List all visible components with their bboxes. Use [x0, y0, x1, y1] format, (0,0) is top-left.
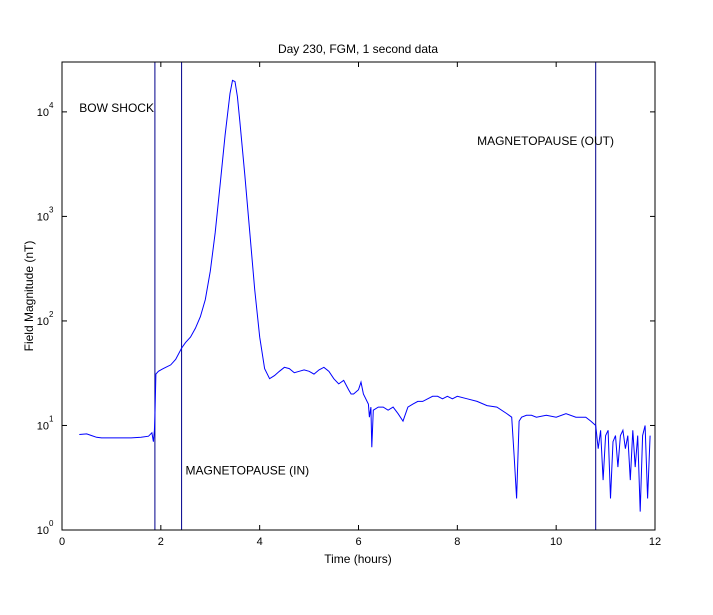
chart-title: Day 230, FGM, 1 second data: [278, 42, 438, 56]
y-tick-exponent: 1: [49, 414, 54, 423]
annotations: BOW SHOCK MAGNETOPAUSE (IN) MAGNETOPAUSE (…: [79, 101, 614, 478]
annotation-label: MAGNETOPAUSE (IN): [186, 463, 310, 477]
y-tick-exponent: 3: [49, 205, 54, 214]
x-axis-label: Time (hours): [324, 552, 392, 566]
x-tick-label: 2: [158, 536, 164, 548]
y-tick-label: 10: [37, 211, 49, 223]
x-tick-label: 0: [59, 536, 65, 548]
y-tick-label: 10: [37, 107, 49, 119]
x-tick-label: 10: [550, 536, 562, 548]
event-lines: [154, 62, 597, 530]
series-line: [79, 79, 651, 512]
y-axis-label: Field Magnitude (nT): [22, 241, 36, 352]
y-tick-exponent: 4: [49, 101, 54, 110]
y-tick-label: 10: [37, 420, 49, 432]
y-tick-exponent: 0: [49, 519, 54, 528]
x-tick-label: 4: [257, 536, 263, 548]
y-tick-label: 10: [37, 525, 49, 537]
x-tick-label: 12: [649, 536, 661, 548]
x-tick-label: 6: [355, 536, 361, 548]
y-tick-exponent: 2: [49, 310, 54, 319]
annotation-label: BOW SHOCK: [79, 101, 154, 115]
y-tick-label: 10: [37, 316, 49, 328]
annotation-label: MAGNETOPAUSE (OUT): [477, 134, 614, 148]
plot-frame: [61, 61, 656, 531]
x-tick-label: 8: [454, 536, 460, 548]
